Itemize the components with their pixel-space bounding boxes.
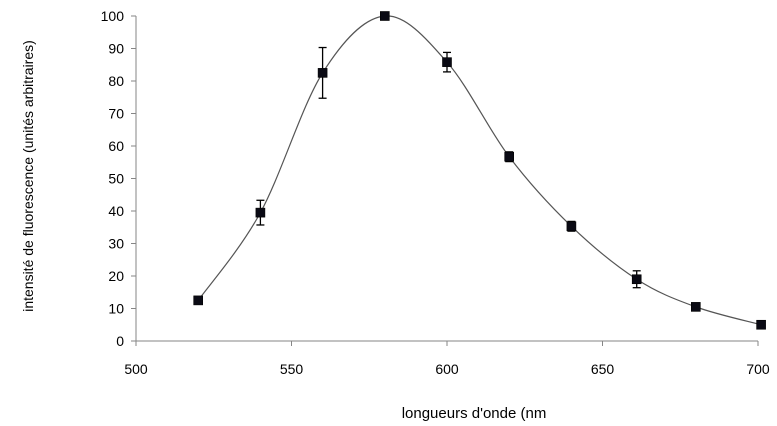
y-tick-label: 10 xyxy=(108,301,124,317)
y-tick-label: 0 xyxy=(116,333,124,349)
x-tick-label: 600 xyxy=(435,361,459,377)
data-point xyxy=(566,221,577,232)
x-tick-label: 550 xyxy=(280,361,304,377)
axes xyxy=(131,15,759,346)
x-tick-label: 650 xyxy=(591,361,615,377)
data-point xyxy=(756,319,766,330)
data-point xyxy=(504,151,515,162)
y-tick-label: 60 xyxy=(108,138,124,154)
fit-curve xyxy=(197,15,762,326)
x-tick-label: 700 xyxy=(746,361,770,377)
error-bars-layer xyxy=(256,46,641,289)
y-tick-label: 70 xyxy=(108,106,124,122)
y-tick-label: 80 xyxy=(108,73,124,89)
data-markers-layer xyxy=(193,11,766,330)
y-tick-label: 50 xyxy=(108,171,124,187)
labels-layer: 0 10 20 30 40 50 60 70 80 90 100 500 550 600 650 700 lon… xyxy=(20,8,770,422)
x-tick-label: 500 xyxy=(124,361,148,377)
data-point xyxy=(690,302,701,312)
y-tick-label: 100 xyxy=(101,8,125,24)
x-axis-title: longueurs d'onde (nm xyxy=(402,405,547,422)
fit-curve-layer xyxy=(197,15,762,326)
data-point xyxy=(317,68,328,78)
data-point xyxy=(442,57,452,67)
data-point xyxy=(379,11,390,21)
y-tick-label: 20 xyxy=(108,268,124,284)
data-point xyxy=(193,295,203,306)
data-point xyxy=(255,207,266,218)
y-axis-title: intensité de fluorescence (unités arbitr… xyxy=(20,40,36,312)
y-tick-label: 40 xyxy=(108,203,124,219)
data-point xyxy=(631,274,642,285)
y-tick-label: 90 xyxy=(108,41,124,57)
y-tick-label: 30 xyxy=(108,236,124,252)
